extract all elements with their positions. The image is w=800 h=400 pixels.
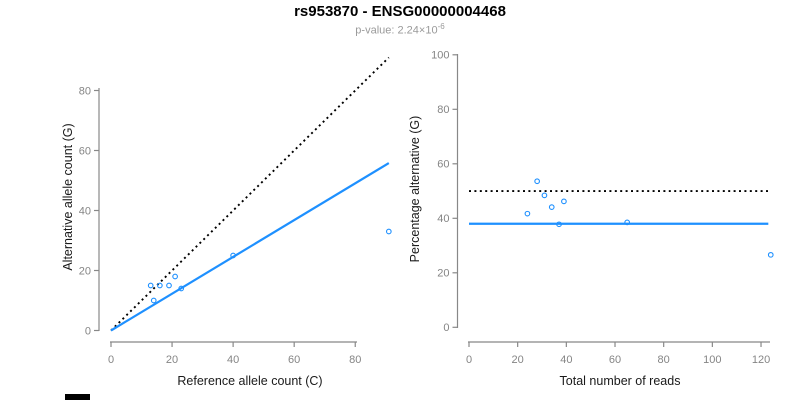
percentage-vs-reads-data-point (556, 221, 562, 228)
percentage-vs-reads-data-point (534, 178, 540, 185)
percentage-vs-reads-data-point (624, 219, 631, 226)
allele-counts-data-point (385, 228, 392, 235)
allele-counts-y-tick-label: 40 (79, 205, 91, 217)
percentage-vs-reads-data-point (541, 192, 548, 199)
percentage-vs-reads-y-tick-label: 100 (431, 50, 449, 62)
left-x-axis-title: Reference allele count (C) (177, 374, 323, 388)
allele-counts-x-tick-label: 80 (349, 354, 361, 366)
allele-counts-y-tick-label: 80 (79, 85, 91, 97)
pvalue-exponent: -6 (437, 22, 445, 31)
allele-counts-data-point (230, 252, 236, 259)
allele-counts-x-tick-label: 40 (227, 354, 239, 366)
allele-counts-data-point (172, 273, 178, 280)
percentage-vs-reads-y-tick-label: 40 (437, 213, 449, 225)
percentage-vs-reads-x-tick-label: 100 (703, 354, 721, 366)
percentage-vs-reads-data-point (524, 210, 531, 217)
percentage-vs-reads-data-point (548, 204, 555, 210)
pvalue-text: p-value: 2.24×10 (355, 24, 438, 37)
percentage-vs-reads-x-tick-label: 80 (658, 354, 670, 366)
percentage-vs-reads-y-tick-label: 20 (437, 268, 449, 280)
allele-counts-x-tick-label: 20 (166, 354, 178, 366)
allele-counts-x-tick-label: 0 (108, 354, 114, 366)
right-x-axis-title: Total number of reads (559, 374, 681, 388)
percentage-vs-reads-x-tick-label: 20 (512, 354, 524, 366)
percentage-vs-reads-data-point (767, 251, 774, 258)
left-y-axis-title: Alternative allele count (G) (61, 123, 75, 271)
percentage-vs-reads-y-tick-label: 60 (437, 159, 449, 171)
percentage-vs-reads-x-tick-label: 120 (752, 354, 770, 366)
pvalue-subtitle: p-value: 2.24×10-6 (0, 22, 800, 37)
percentage-vs-reads-x-tick-label: 0 (466, 354, 472, 366)
allele-counts-y-tick-label: 60 (79, 145, 91, 157)
percentage-vs-reads-data-point (561, 198, 567, 205)
allele-counts-data-point (150, 297, 157, 304)
regression-line (110, 162, 390, 332)
allele-counts-data-point (147, 282, 154, 289)
allele-counts-data-point (156, 282, 163, 289)
figure-title: rs953870 - ENSG00000004468 (294, 3, 506, 20)
percentage-vs-reads-y-tick-label: 80 (437, 104, 449, 116)
allele-counts-data-point (166, 282, 172, 289)
right-y-axis-title: Percentage alternative (G) (408, 115, 422, 263)
allele-counts-y-tick-label: 0 (85, 325, 91, 337)
percentage-vs-reads-x-tick-label: 60 (609, 354, 621, 366)
percentage-vs-reads-x-tick-label: 40 (560, 354, 572, 366)
identity-line (110, 56, 390, 332)
allele-counts-y-tick-label: 20 (79, 265, 91, 277)
percentage-vs-reads-y-tick-label: 0 (443, 322, 449, 334)
bottom-edge-black-mark (65, 394, 90, 400)
allele-counts-data-point (178, 285, 185, 292)
allele-counts-x-tick-label: 60 (288, 354, 300, 366)
